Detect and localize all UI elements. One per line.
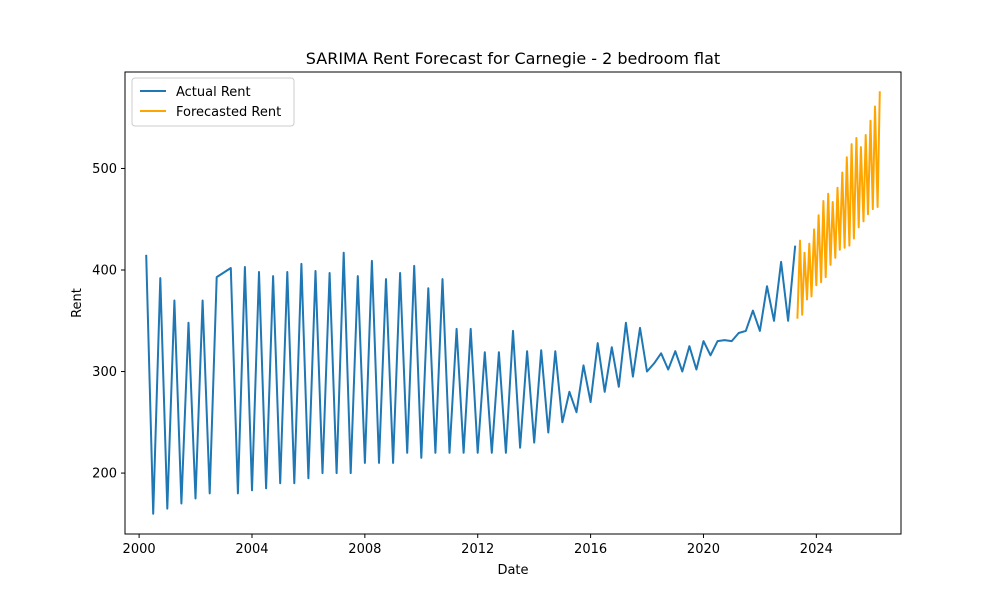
y-axis-label: Rent bbox=[70, 288, 85, 318]
y-tick-label: 200 bbox=[92, 467, 117, 482]
legend-label-forecast: Forecasted Rent bbox=[176, 105, 281, 120]
x-axis-label: Date bbox=[497, 563, 528, 578]
x-tick-label: 2004 bbox=[235, 542, 268, 557]
chart-title: SARIMA Rent Forecast for Carnegie - 2 be… bbox=[306, 49, 720, 68]
y-axis: 200 300 400 500 bbox=[92, 162, 125, 482]
y-tick-label: 400 bbox=[92, 264, 117, 279]
series-line-forecast bbox=[796, 91, 881, 319]
series-line-actual bbox=[145, 245, 797, 515]
x-axis: 2000 2004 2008 2012 2016 2020 2024 bbox=[123, 534, 833, 557]
x-tick-label: 2012 bbox=[461, 542, 494, 557]
x-tick-label: 2024 bbox=[800, 542, 833, 557]
x-tick-label: 2008 bbox=[348, 542, 381, 557]
legend: Actual Rent Forecasted Rent bbox=[131, 77, 295, 127]
legend-label-actual: Actual Rent bbox=[176, 85, 251, 100]
legend-box bbox=[131, 77, 295, 127]
plot-area bbox=[145, 91, 881, 515]
plot-frame bbox=[124, 71, 902, 535]
x-tick-label: 2000 bbox=[123, 542, 156, 557]
x-tick-label: 2020 bbox=[687, 542, 720, 557]
y-tick-label: 300 bbox=[92, 365, 117, 380]
x-tick-label: 2016 bbox=[574, 542, 607, 557]
y-tick-label: 500 bbox=[92, 162, 117, 177]
